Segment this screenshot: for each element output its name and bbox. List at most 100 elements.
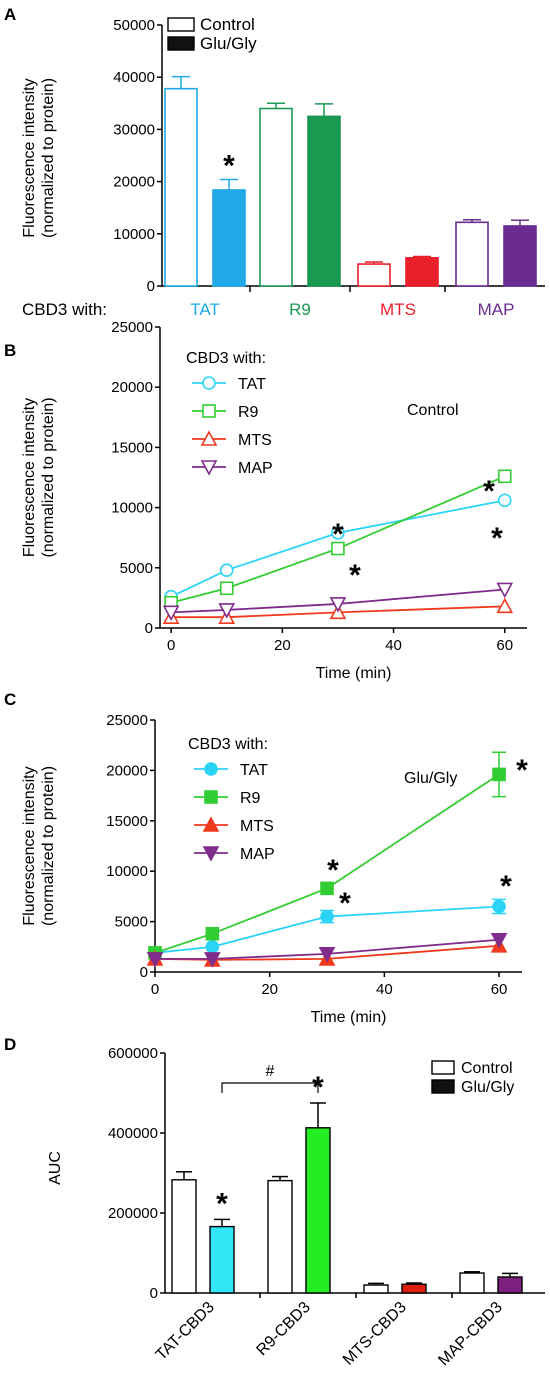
- panel-b-significance-star: *: [349, 559, 361, 592]
- panel-b-y-tick-label: 10000: [111, 500, 153, 517]
- panel-c-y-axis-label: Fluorescence intensity (normalized to pro…: [21, 766, 57, 926]
- panel-d-y-tick-label: 200000: [108, 1205, 158, 1222]
- panel-d-legend-label-glu-gly: Glu/Gly: [461, 1079, 514, 1096]
- panel-c-legend-tat-marker: [204, 762, 218, 776]
- panel-b-y-tick-label: 0: [145, 620, 153, 637]
- panel-c-y-tick-label: 15000: [106, 813, 148, 830]
- panel-a-bar-map-control: [455, 221, 489, 287]
- panel-c-significance-star: *: [516, 754, 528, 787]
- panel-a-y-tick-label: 10000: [113, 226, 155, 243]
- panel-b-series-map-line: [171, 588, 505, 614]
- panel-b-series-r9-marker: [331, 541, 345, 556]
- panel-c-series-tat-line: [154, 905, 500, 954]
- panel-b-x-tick-label: 0: [167, 637, 175, 654]
- panel-c-series-tat-marker: [205, 939, 220, 954]
- panel-b-significance-star: *: [332, 518, 344, 551]
- panel-b-series-tat-marker: [331, 526, 345, 540]
- panel-d-legend-label-control: Control: [461, 1060, 513, 1077]
- panel-a-category-label-mts: MTS: [380, 300, 416, 319]
- panel-a-category-label-r9: R9: [289, 300, 311, 319]
- panel-c: C 0 5000 10000 15000 20000 25000 0 20 40 60 Time (m…: [4, 690, 528, 1026]
- panel-d-bar-mts-cbd3-glu-gly: [401, 1283, 427, 1294]
- panel-d-y-tick-label: 400000: [108, 1125, 158, 1142]
- panel-c-series-map-marker: [490, 932, 508, 949]
- panel-a-y-tick-label: 50000: [113, 17, 155, 34]
- panel-d-bar-map-cbd3-control: [459, 1272, 485, 1294]
- panel-b-legend-mts-marker: [200, 430, 218, 446]
- panel-c-series-r9-marker: [205, 926, 220, 941]
- panel-a-bar-r9-control: [259, 107, 293, 287]
- panel-b-annotation: Control: [407, 402, 459, 419]
- panel-b-y-tick-label: 15000: [111, 439, 153, 456]
- panel-b-y-tick-label: 5000: [120, 560, 153, 577]
- panel-a-legend-label-glu-gly: Glu/Gly: [200, 34, 257, 53]
- panel-b-y-axis-label-line: Fluorescence intensity: [21, 398, 38, 557]
- panel-c-significance-star: *: [327, 854, 339, 887]
- panel-c-x-axis-label: Time (min): [311, 1009, 387, 1026]
- panel-c-legend-title: CBD3 with:: [188, 736, 268, 753]
- panel-c-series-map-marker: [318, 947, 336, 963]
- panel-b-series-mts-marker: [496, 597, 514, 614]
- panel-c-series-map-marker: [204, 952, 221, 968]
- panel-letter-d: D: [4, 1035, 16, 1054]
- panel-b-y-axis-label: Fluorescence intensity (normalized to pro…: [21, 397, 57, 557]
- panel-c-y-tick-label: 25000: [106, 712, 148, 729]
- panel-a-y-tick-label: 0: [147, 278, 155, 295]
- panel-b-series-tat-marker: [219, 563, 234, 578]
- panel-c-y-tick-label: 20000: [106, 762, 148, 779]
- panel-b-y-tick-label: 20000: [111, 379, 153, 396]
- panel-a-legend-swatch-control: [167, 17, 195, 32]
- panel-d-category-label-map-cbd3: MAP-CBD3: [435, 1299, 506, 1370]
- panel-a-y-axis-label-line: (normalized to protein): [40, 78, 57, 238]
- panel-b-legend-tat-marker: [202, 376, 216, 390]
- panel-b-significance-star: *: [483, 475, 495, 508]
- panel-c-x-tick-label: 60: [491, 981, 508, 998]
- panel-letter-a: A: [4, 5, 16, 24]
- panel-d-bracket-mark: #: [266, 1063, 275, 1080]
- panel-c-letter: C: [4, 690, 16, 709]
- panel-c-series-r9-marker: [320, 881, 334, 896]
- panel-c-x-tick-label: 20: [261, 981, 278, 998]
- panel-b-legend-title: CBD3 with:: [186, 350, 266, 367]
- panel-a-category-label-map: MAP: [478, 300, 515, 319]
- panel-a-y-axis-label: Fluorescence intensity (normalized to pro…: [21, 78, 57, 238]
- panel-d-bar-map-cbd3-glu-gly: [497, 1276, 523, 1294]
- panel-b-series-map-marker: [496, 582, 514, 599]
- panel-b-x-axis-label: Time (min): [316, 665, 392, 682]
- panel-d-category-label-r9-cbd3: R9-CBD3: [253, 1299, 314, 1360]
- panel-a-y-tick-label: 20000: [113, 174, 155, 191]
- panel-a-bar-r9-glu-gly: [307, 115, 341, 287]
- panel-b-series-map-marker: [218, 603, 236, 619]
- panel-b-y-tick-label: 25000: [111, 319, 153, 336]
- panel-d-y-tick-label: 600000: [108, 1045, 158, 1062]
- panel-c-legend-map-marker: [202, 846, 220, 862]
- panel-c-series-tat-marker: [320, 909, 334, 924]
- panel-d: D0200000400000600000AUC*TAT-CBD3*R9-CBD3…: [4, 1035, 545, 1369]
- panel-c-y-tick-label: 0: [140, 964, 148, 981]
- panel-a-y-tick-label: 30000: [113, 121, 155, 138]
- panel-d-y-axis-label-line: AUC: [47, 1151, 64, 1185]
- panel-d-bar-r9-cbd3-glu-gly: [305, 1127, 331, 1294]
- panel-b-series-mts-line: [171, 605, 505, 619]
- panel-b-series-map-marker: [162, 605, 180, 622]
- panel-a-category-label-tat: TAT: [190, 300, 220, 319]
- panel-c-y-axis-label-line: (normalized to protein): [40, 766, 57, 926]
- panel-b-series-tat-line: [170, 499, 505, 598]
- panel-c-series-tat-marker: [492, 899, 506, 914]
- panel-a-y-axis-label-line: Fluorescence intensity: [21, 78, 38, 237]
- panel-b-significance-star: *: [491, 522, 503, 555]
- panel-b-series-map-marker: [329, 597, 347, 613]
- panel-d-bar-tat-cbd3-glu-gly-significance-star: *: [216, 1187, 228, 1220]
- panel-a-legend-swatch-glu-gly: [167, 36, 195, 51]
- panel-b-y-axis-label-line: (normalized to protein): [40, 397, 57, 557]
- panel-d-comparison-bracket: [221, 1082, 319, 1093]
- panel-c-series-map-line: [155, 938, 500, 960]
- panel-c-legend-label-map: MAP: [240, 846, 275, 863]
- panel-a-category-prefix: CBD3 with:: [22, 300, 107, 319]
- panel-c-series-r9-line: [154, 773, 500, 954]
- panel-d-bar-tat-cbd3-glu-gly: [209, 1225, 235, 1294]
- panel-c-annotation: Glu/Gly: [404, 770, 457, 787]
- panel-d-bar-tat-cbd3-control: [171, 1179, 197, 1294]
- panel-c-y-tick-label: 10000: [106, 863, 148, 880]
- panel-b-x-tick-label: 20: [274, 637, 291, 654]
